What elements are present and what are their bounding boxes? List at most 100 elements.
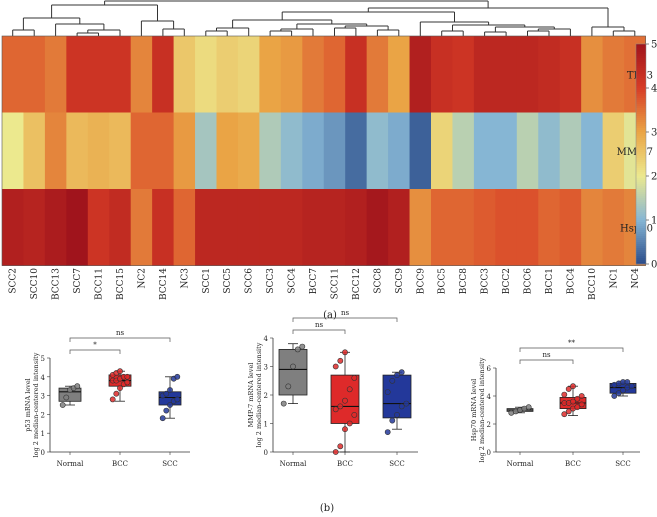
- data-point: [332, 363, 339, 370]
- data-point: [342, 426, 348, 433]
- y-axis-label: log 2 median-centered intensity: [32, 352, 40, 457]
- column-label: BCC14: [159, 268, 169, 300]
- colorbar-segment: [636, 164, 646, 167]
- heatmap-cell: [2, 112, 24, 190]
- data-point: [332, 449, 339, 455]
- heatmap-cell: [495, 36, 518, 113]
- y-axis-label: log 2 median-centered intensity: [478, 357, 486, 462]
- colorbar-tick-label: 5: [651, 40, 657, 51]
- colorbar-segment: [636, 88, 646, 91]
- colorbar-segment: [636, 144, 646, 147]
- heatmap-cell: [581, 36, 603, 113]
- y-tick-label: 3: [41, 393, 45, 401]
- colorbar-segment: [636, 132, 646, 135]
- y-axis-label: Hsp70 mRNA level: [470, 379, 478, 442]
- colorbar-segment: [636, 102, 646, 105]
- significance-label: *: [93, 341, 97, 349]
- colorbar-tick-label: 1: [651, 216, 657, 227]
- data-point: [570, 383, 576, 390]
- colorbar-segment: [636, 68, 646, 71]
- colorbar-segment: [636, 44, 646, 47]
- colorbar-segment: [636, 202, 646, 205]
- column-label: BCC12: [352, 268, 362, 300]
- significance-bracket: [69, 349, 121, 354]
- heatmap-cell: [559, 189, 582, 266]
- column-dendrogram: [12, 0, 636, 36]
- box: [278, 348, 308, 396]
- colorbar-segment: [636, 74, 646, 77]
- x-tick-label: Normal: [280, 460, 307, 468]
- heatmap-cell: [538, 36, 561, 113]
- significance-bracket: [292, 329, 346, 334]
- colorbar-segment: [636, 128, 646, 131]
- colorbar-segment: [636, 82, 646, 85]
- colorbar-segment: [636, 240, 646, 243]
- colorbar-segment: [636, 260, 646, 263]
- heatmap-cell: [280, 36, 303, 113]
- panel-label-a: (a): [323, 310, 337, 321]
- colorbar-segment: [636, 96, 646, 99]
- x-tick-label: Normal: [507, 460, 534, 468]
- colorbar-segment: [636, 70, 646, 73]
- heatmap-cell: [452, 189, 475, 266]
- heatmap-cell: [409, 36, 432, 113]
- data-point: [346, 386, 353, 393]
- y-tick-label: 2: [264, 392, 268, 400]
- heatmap-cell: [195, 36, 217, 113]
- heatmap-cell: [152, 112, 174, 190]
- column-label: SCC9: [395, 268, 405, 294]
- data-point: [117, 385, 123, 391]
- column-label: BCC1: [545, 268, 555, 294]
- heatmap-cell: [173, 36, 196, 113]
- heatmap-cell: [87, 112, 110, 190]
- heatmap-cell: [87, 36, 110, 113]
- y-tick-label: 4: [487, 393, 492, 401]
- heatmap-cell: [538, 189, 561, 266]
- heatmap-cell: [44, 112, 67, 190]
- heatmap-cell: [345, 112, 368, 190]
- colorbar-segment: [636, 194, 646, 197]
- colorbar-segment: [636, 162, 646, 165]
- heatmap-cell: [44, 36, 67, 113]
- data-point: [389, 417, 396, 424]
- colorbar-segment: [636, 174, 646, 177]
- heatmap-cell: [216, 189, 239, 266]
- heatmap-cell: [538, 112, 561, 190]
- colorbar-segment: [636, 52, 646, 55]
- colorbar-segment: [636, 134, 646, 137]
- data-point: [615, 390, 622, 397]
- heatmap-cell: [66, 189, 89, 266]
- x-tick-label: SCC: [615, 460, 631, 468]
- colorbar-segment: [636, 212, 646, 215]
- column-label: NC2: [137, 268, 147, 289]
- heatmap-cell: [109, 36, 132, 113]
- heatmap-cell: [581, 112, 603, 190]
- column-label: SCC1: [202, 268, 212, 294]
- x-tick-label: BCC: [112, 460, 128, 468]
- heatmap-cell: [345, 36, 368, 113]
- heatmap-cell: [130, 189, 153, 266]
- colorbar-segment: [636, 94, 646, 97]
- colorbar-segment: [636, 192, 646, 195]
- column-label: SCC7: [73, 268, 83, 294]
- heatmap-cell: [473, 36, 496, 113]
- data-point: [74, 383, 81, 390]
- colorbar-segment: [636, 234, 646, 237]
- box: [382, 374, 412, 419]
- heatmap-cell: [388, 112, 410, 190]
- colorbar-segment: [636, 156, 646, 159]
- colorbar-tick-label: 3: [651, 128, 657, 139]
- data-point: [394, 372, 400, 378]
- colorbar-segment: [636, 112, 646, 115]
- data-point: [611, 393, 618, 399]
- heatmap-cell: [388, 36, 410, 113]
- column-label: BCC11: [95, 268, 105, 300]
- data-point: [63, 394, 70, 401]
- colorbar-segment: [636, 236, 646, 239]
- column-label: SCC3: [266, 268, 276, 294]
- colorbar-segment: [636, 92, 646, 95]
- colorbar-segment: [636, 216, 646, 219]
- x-tick-label: BCC: [565, 460, 581, 468]
- heatmap-cell: [516, 36, 539, 113]
- x-tick-label: SCC: [389, 460, 405, 468]
